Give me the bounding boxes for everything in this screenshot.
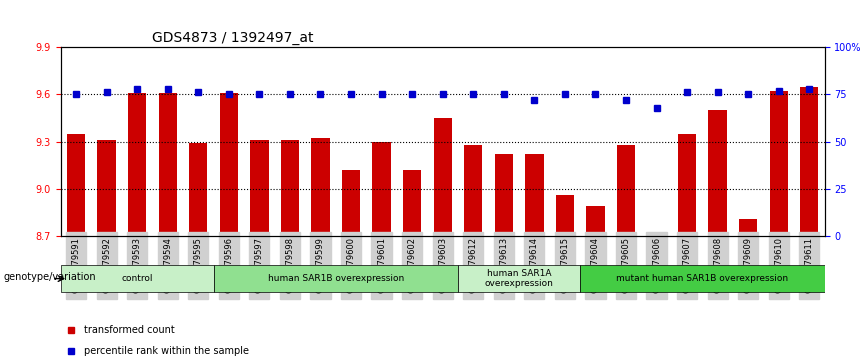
Bar (739, 219, 758, 236)
Bar (403, 170, 421, 236)
Bar (800, 86, 819, 236)
Bar (464, 145, 483, 236)
FancyBboxPatch shape (214, 265, 458, 293)
Bar (189, 143, 207, 236)
Text: control: control (122, 274, 153, 283)
FancyBboxPatch shape (580, 265, 825, 293)
Bar (617, 145, 635, 236)
Bar (648, 233, 666, 236)
Text: percentile rank within the sample: percentile rank within the sample (84, 346, 249, 356)
Bar (678, 134, 696, 236)
Bar (220, 93, 238, 236)
Bar (708, 110, 727, 236)
Bar (128, 93, 147, 236)
Text: human SAR1A
overexpression: human SAR1A overexpression (484, 269, 554, 288)
Bar (556, 195, 574, 236)
Bar (250, 140, 268, 236)
Bar (67, 134, 85, 236)
Bar (159, 93, 177, 236)
Bar (97, 140, 115, 236)
Text: human SAR1B overexpression: human SAR1B overexpression (267, 274, 404, 283)
Bar (586, 206, 605, 236)
Bar (495, 154, 513, 236)
Bar (770, 91, 788, 236)
Bar (280, 140, 299, 236)
Bar (342, 170, 360, 236)
Bar (433, 118, 452, 236)
Text: GDS4873 / 1392497_at: GDS4873 / 1392497_at (153, 31, 314, 45)
FancyBboxPatch shape (61, 265, 214, 293)
Bar (372, 142, 391, 236)
Text: genotype/variation: genotype/variation (3, 272, 96, 282)
Bar (525, 154, 543, 236)
Text: transformed count: transformed count (84, 325, 175, 335)
FancyBboxPatch shape (458, 265, 580, 293)
Text: mutant human SAR1B overexpression: mutant human SAR1B overexpression (616, 274, 788, 283)
Bar (312, 138, 330, 236)
